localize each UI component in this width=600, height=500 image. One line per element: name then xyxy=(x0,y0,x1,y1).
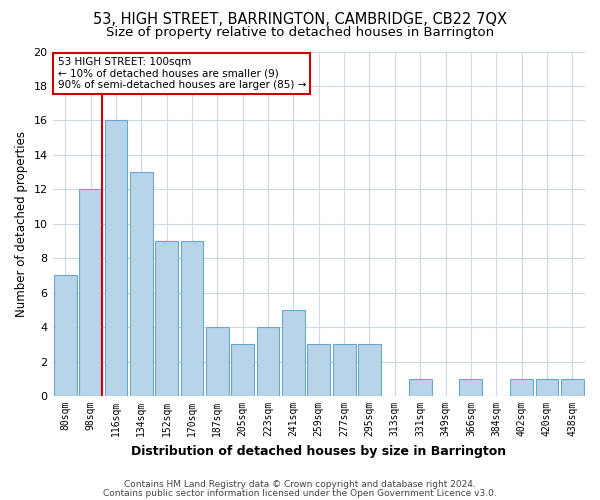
Bar xyxy=(358,344,381,396)
Bar xyxy=(409,379,431,396)
Bar xyxy=(104,120,127,396)
Bar xyxy=(282,310,305,396)
Bar xyxy=(130,172,152,396)
Y-axis label: Number of detached properties: Number of detached properties xyxy=(15,131,28,317)
Bar xyxy=(460,379,482,396)
Text: Contains HM Land Registry data © Crown copyright and database right 2024.: Contains HM Land Registry data © Crown c… xyxy=(124,480,476,489)
Text: 53, HIGH STREET, BARRINGTON, CAMBRIDGE, CB22 7QX: 53, HIGH STREET, BARRINGTON, CAMBRIDGE, … xyxy=(93,12,507,28)
X-axis label: Distribution of detached houses by size in Barrington: Distribution of detached houses by size … xyxy=(131,444,506,458)
Bar xyxy=(257,327,280,396)
Bar xyxy=(536,379,559,396)
Bar xyxy=(307,344,330,396)
Bar xyxy=(206,327,229,396)
Text: 53 HIGH STREET: 100sqm
← 10% of detached houses are smaller (9)
90% of semi-deta: 53 HIGH STREET: 100sqm ← 10% of detached… xyxy=(58,56,306,90)
Bar xyxy=(181,241,203,396)
Bar xyxy=(231,344,254,396)
Bar xyxy=(561,379,584,396)
Text: Size of property relative to detached houses in Barrington: Size of property relative to detached ho… xyxy=(106,26,494,39)
Text: Contains public sector information licensed under the Open Government Licence v3: Contains public sector information licen… xyxy=(103,489,497,498)
Bar xyxy=(79,190,102,396)
Bar xyxy=(155,241,178,396)
Bar xyxy=(333,344,356,396)
Bar xyxy=(54,276,77,396)
Bar xyxy=(510,379,533,396)
